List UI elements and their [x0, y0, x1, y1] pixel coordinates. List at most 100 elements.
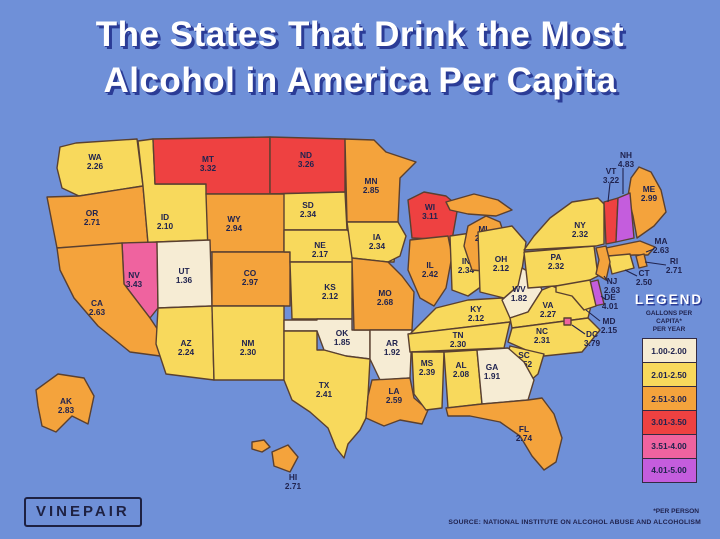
svg-text:WI3.11: WI 3.11 [422, 202, 438, 221]
state-KS: KS 2.12 [289, 261, 353, 320]
state-IA: IA 2.34 [346, 221, 407, 263]
svg-text:LA2.59: LA 2.59 [386, 386, 403, 405]
legend-swatches: 1.00-2.00 2.01-2.50 2.51-3.00 3.01-3.50 … [633, 338, 705, 484]
svg-text:WA2.26: WA 2.26 [87, 152, 104, 171]
svg-text:ND3.26: ND 3.26 [298, 150, 315, 169]
svg-text:UT1.36: UT 1.36 [176, 266, 193, 285]
state-NC: NC 2.31 [507, 317, 601, 357]
state-MS: MS 2.39 [411, 351, 445, 411]
state-LA: LA 2.59 [365, 377, 429, 427]
svg-text:MA2.63: MA 2.63 [653, 236, 670, 255]
svg-text:OH2.12: OH 2.12 [493, 254, 510, 273]
state-MD: MD 2.15 [555, 279, 618, 335]
state-WA: WA 2.26 [56, 138, 144, 197]
title-line-2: Alcohol in America Per Capita [103, 61, 617, 100]
svg-text:DC3.79: DC 3.79 [584, 329, 601, 348]
svg-text:FL2.74: FL 2.74 [516, 424, 533, 443]
svg-text:SD2.34: SD 2.34 [300, 200, 317, 219]
legend-subtitle-line: GALLONS PER [645, 310, 693, 317]
state-AL: AL 2.08 [443, 349, 483, 409]
svg-text:RI2.71: RI 2.71 [666, 256, 683, 275]
state-WI: WI 3.11 [407, 191, 459, 241]
state-MN: MN 2.85 [344, 138, 417, 223]
legend-title: LEGEND [634, 292, 704, 307]
svg-text:CT2.50: CT 2.50 [636, 268, 653, 287]
svg-text:CO2.97: CO 2.97 [242, 268, 259, 287]
state-WY: WY 2.94 [205, 193, 285, 253]
svg-text:PA2.32: PA 2.32 [548, 252, 565, 271]
legend: LEGEND GALLONS PER CAPITA* PER YEAR 1.00… [633, 292, 705, 484]
svg-text:HI2.71: HI 2.71 [285, 472, 302, 491]
state-RI: RI 2.71 [635, 253, 683, 275]
svg-text:NY2.32: NY 2.32 [572, 220, 589, 239]
svg-text:NV3.43: NV 3.43 [126, 270, 143, 289]
state-NY: NY 2.32 [523, 197, 605, 251]
state-UT: UT 1.36 [156, 239, 213, 309]
svg-text:MS2.39: MS 2.39 [419, 358, 436, 377]
source-attribution: SOURCE: NATIONAL INSTITUTE ON ALCOHOL AB… [448, 519, 701, 526]
svg-text:AZ2.24: AZ 2.24 [178, 338, 195, 357]
legend-swatch-4: 3.01-3.50 [641, 409, 697, 436]
svg-text:MT3.32: MT 3.32 [200, 154, 217, 173]
svg-text:IA2.34: IA 2.34 [369, 232, 386, 251]
svg-text:NE2.17: NE 2.17 [312, 240, 329, 259]
svg-text:IL2.42: IL 2.42 [422, 260, 439, 279]
svg-text:DE4.01: DE 4.01 [602, 292, 619, 311]
state-HI: HI 2.71 [251, 439, 302, 491]
state-NJ: NJ 2.63 [595, 245, 621, 295]
legend-swatch-2: 2.01-2.50 [641, 361, 697, 388]
svg-text:MO2.68: MO 2.68 [377, 288, 394, 307]
state-AR: AR 1.92 [369, 329, 413, 381]
state-CT: CT 2.50 [607, 253, 653, 287]
svg-text:ME2.99: ME 2.99 [641, 184, 658, 203]
svg-text:OR2.71: OR 2.71 [84, 208, 101, 227]
svg-text:VA2.27: VA 2.27 [540, 300, 557, 319]
svg-text:CA2.63: CA 2.63 [89, 298, 106, 317]
vinepair-logo: VINEPAIR [24, 497, 142, 527]
state-ND: ND 3.26 [269, 136, 346, 195]
svg-text:GA1.91: GA 1.91 [484, 362, 501, 381]
state-AK: AK 2.83 [35, 373, 95, 433]
svg-text:KY2.12: KY 2.12 [468, 304, 485, 323]
svg-text:NM2.30: NM 2.30 [240, 338, 257, 357]
svg-text:NJ2.63: NJ 2.63 [604, 276, 621, 295]
state-FL: FL 2.74 [445, 397, 563, 471]
state-DC: DC 3.79 [563, 317, 601, 348]
svg-text:AL2.08: AL 2.08 [453, 360, 470, 379]
svg-text:MN2.85: MN 2.85 [363, 176, 380, 195]
state-OR: OR 2.71 [46, 185, 149, 249]
state-ME: ME 2.99 [627, 166, 667, 239]
svg-text:IN2.34: IN 2.34 [458, 256, 475, 275]
svg-text:OK1.85: OK 1.85 [334, 328, 351, 347]
legend-swatch-3: 2.51-3.00 [641, 385, 697, 412]
legend-subtitle: GALLONS PER CAPITA* PER YEAR [633, 310, 705, 334]
svg-text:WY2.94: WY 2.94 [226, 214, 243, 233]
page-title: The States That Drink the Most Alcohol i… [0, 12, 720, 104]
svg-text:TX2.41: TX 2.41 [316, 380, 333, 399]
legend-footnote: *PER PERSON [653, 508, 699, 515]
title-line-1: The States That Drink the Most [95, 15, 625, 54]
svg-text:VT3.22: VT 3.22 [603, 166, 620, 185]
legend-swatch-5: 3.51-4.00 [641, 433, 697, 460]
svg-text:MD2.15: MD 2.15 [601, 316, 618, 335]
state-NM: NM 2.30 [211, 305, 285, 381]
state-IL: IL 2.42 [407, 235, 453, 307]
state-CO: CO 2.97 [211, 251, 291, 307]
svg-text:KS2.12: KS 2.12 [322, 282, 339, 301]
svg-text:AK2.83: AK 2.83 [58, 396, 75, 415]
svg-text:NC2.31: NC 2.31 [534, 326, 551, 345]
state-MO: MO 2.68 [351, 257, 415, 331]
legend-swatch-6: 4.01-5.00 [641, 457, 697, 484]
state-NH: NH 4.83 [615, 150, 635, 243]
svg-text:ID2.10: ID 2.10 [157, 212, 174, 231]
state-AZ: AZ 2.24 [155, 305, 215, 381]
legend-subtitle-line: PER YEAR [652, 326, 686, 333]
svg-text:NH4.83: NH 4.83 [618, 150, 635, 169]
svg-text:TN2.30: TN 2.30 [450, 330, 467, 349]
legend-subtitle-line: CAPITA* [656, 318, 682, 325]
state-TX: TX 2.41 [283, 330, 371, 459]
legend-swatch-1: 1.00-2.00 [641, 338, 697, 364]
svg-text:AR1.92: AR 1.92 [384, 338, 401, 357]
